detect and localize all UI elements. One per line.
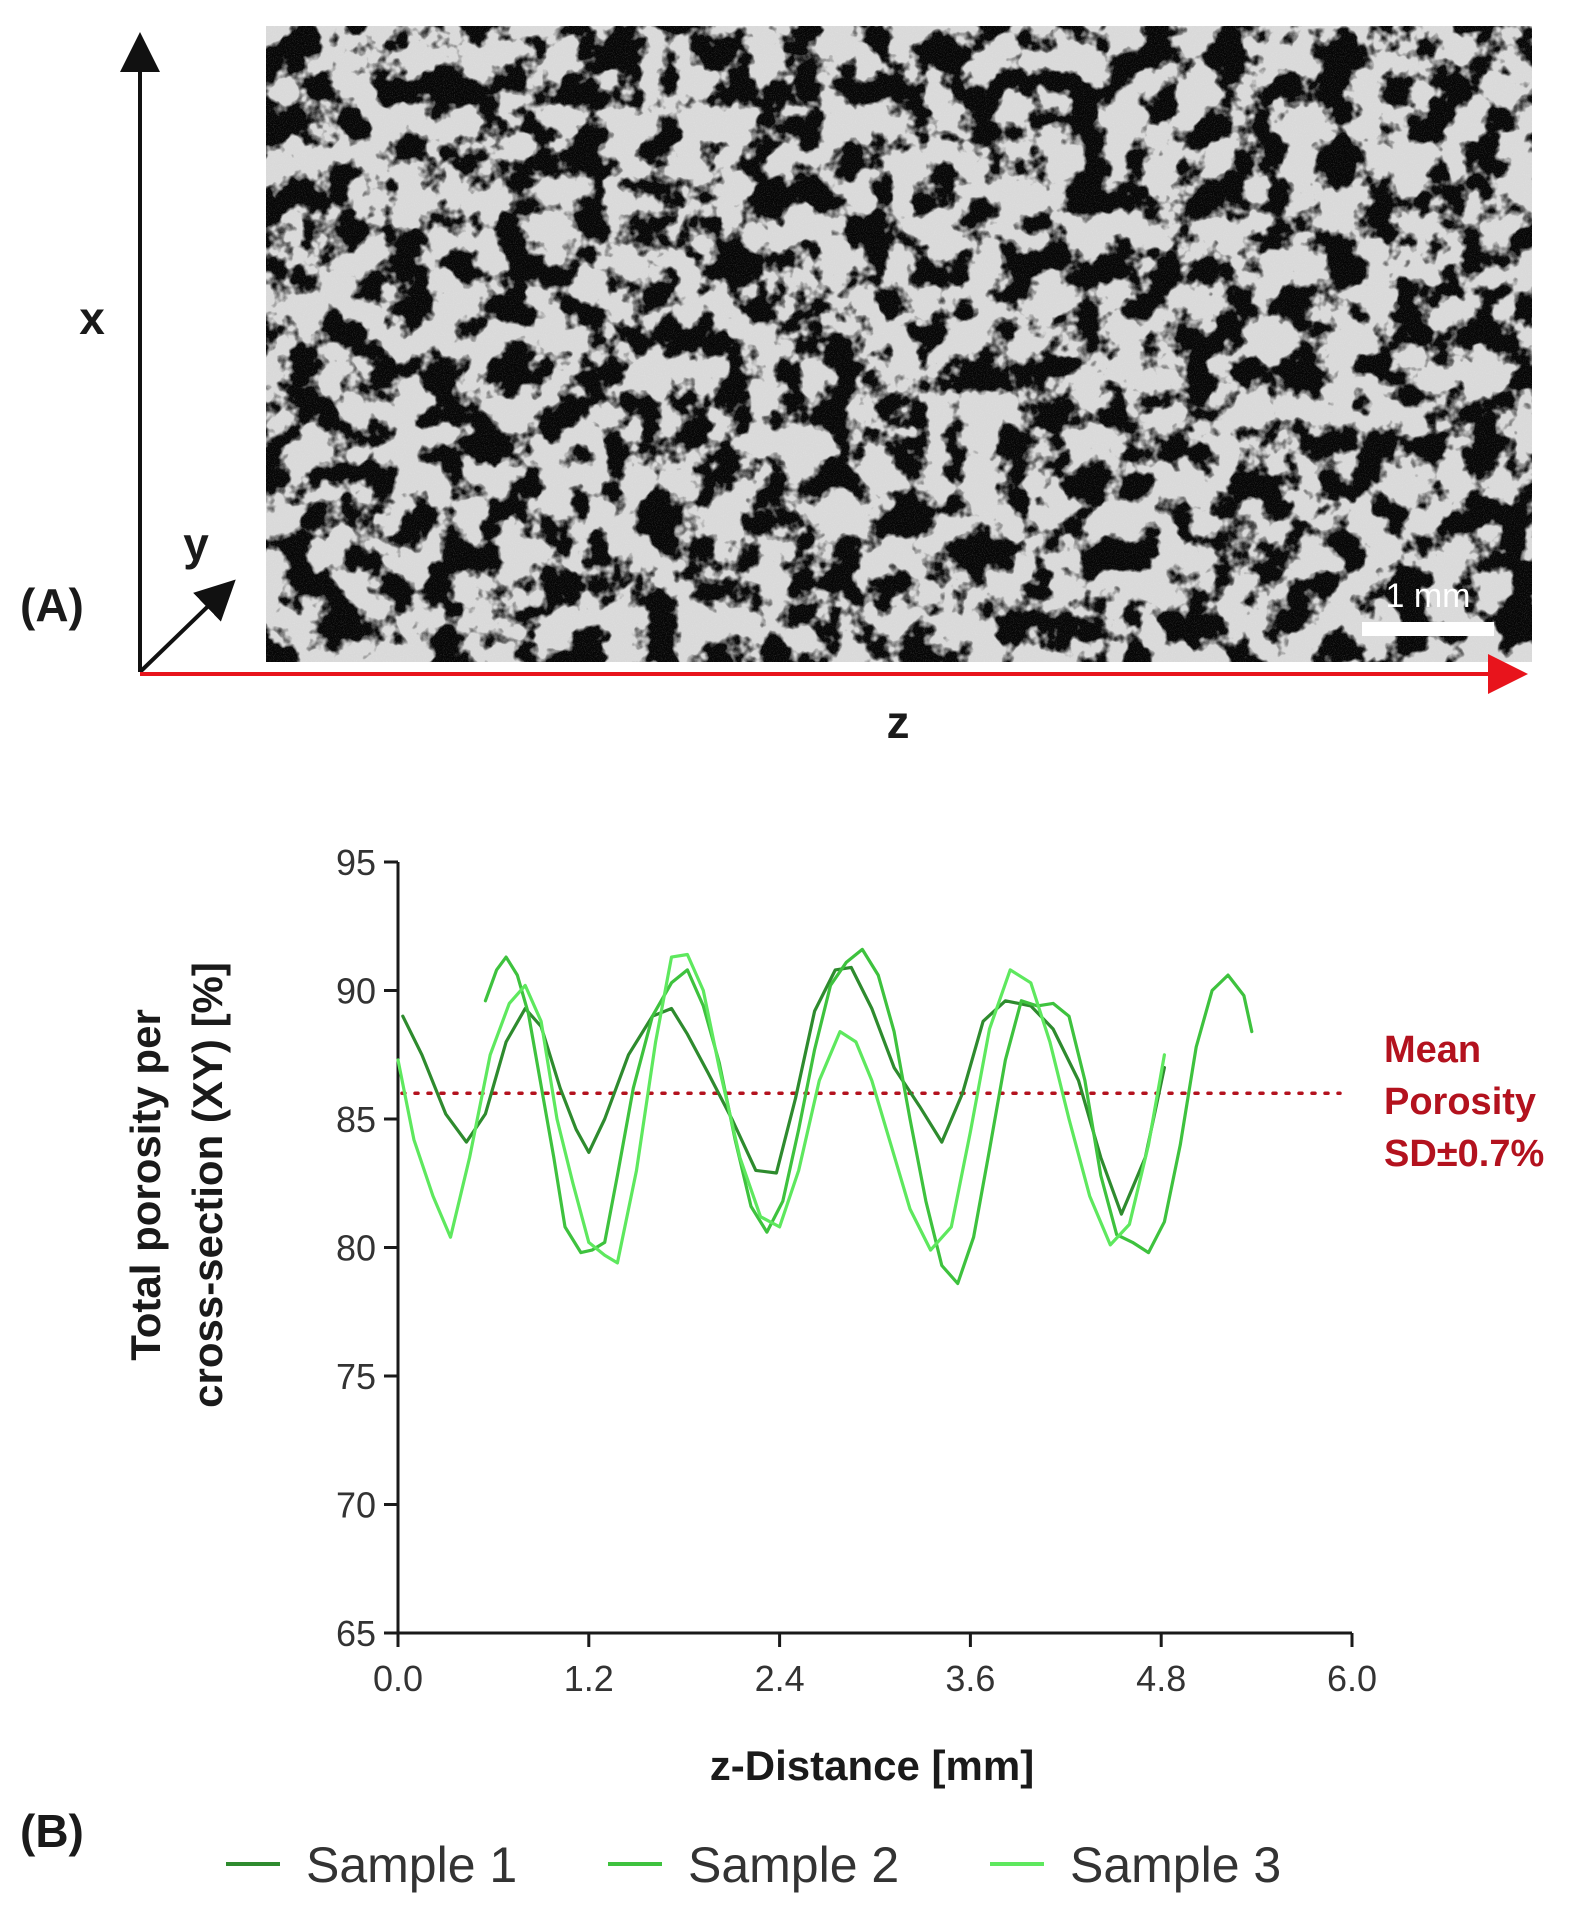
y-tick-label-65: 65 xyxy=(336,1613,376,1654)
panel-a: 1 mm x y z (A) xyxy=(20,26,1532,748)
x-tick-label-0.0: 0.0 xyxy=(373,1658,423,1699)
series-line-sample-3 xyxy=(396,952,1167,1265)
z-axis-letter: z xyxy=(887,696,910,748)
series-layer xyxy=(396,947,1254,1286)
micro-ct-grain xyxy=(266,26,1532,662)
legend-item-sample-3: Sample 3 xyxy=(990,1837,1281,1893)
x-tick-label-4.8: 4.8 xyxy=(1136,1658,1186,1699)
y-axis-title: Total porosity per cross-section (XY) [%… xyxy=(122,962,231,1408)
mean-label-line-1: Mean xyxy=(1384,1029,1481,1071)
mean-label-line-2: Porosity xyxy=(1384,1081,1536,1123)
legend-label-sample-2: Sample 2 xyxy=(688,1837,899,1893)
y-tick-label-85: 85 xyxy=(336,1099,376,1140)
legend: Sample 1 Sample 2 Sample 3 xyxy=(226,1837,1281,1893)
y-axis-ticks: 65 70 75 80 85 90 95 xyxy=(336,842,398,1654)
mean-label-line-3: SD±0.7% xyxy=(1384,1133,1544,1175)
legend-item-sample-2: Sample 2 xyxy=(608,1837,899,1893)
x-axis-letter: x xyxy=(79,292,105,344)
scale-bar xyxy=(1362,622,1494,636)
y-axis-title-line-2: cross-section (XY) [%] xyxy=(184,962,231,1408)
y-tick-label-70: 70 xyxy=(336,1485,376,1526)
scale-bar-label: 1 mm xyxy=(1386,577,1471,615)
x-tick-label-1.2: 1.2 xyxy=(564,1658,614,1699)
panel-b: (B) 65 70 75 80 85 90 95 0.0 1.2 2.4 3.6 4.8 6.0 z-… xyxy=(20,842,1544,1893)
legend-label-sample-3: Sample 3 xyxy=(1070,1837,1281,1893)
y-axis-letter: y xyxy=(183,518,209,570)
x-axis-ticks: 0.0 1.2 2.4 3.6 4.8 6.0 xyxy=(373,1633,1377,1699)
y-axis-arrow xyxy=(138,579,236,674)
panel-b-label: (B) xyxy=(20,1805,84,1857)
x-tick-label-3.6: 3.6 xyxy=(945,1658,995,1699)
y-axis-title-line-1: Total porosity per xyxy=(122,1009,169,1361)
legend-item-sample-1: Sample 1 xyxy=(226,1837,517,1893)
mean-porosity-label: Mean Porosity SD±0.7% xyxy=(1384,1029,1544,1175)
x-axis-title: z-Distance [mm] xyxy=(710,1742,1034,1789)
chart-plot: 65 70 75 80 85 90 95 0.0 1.2 2.4 3.6 4.8 6.0 xyxy=(336,842,1377,1699)
y-tick-label-75: 75 xyxy=(336,1356,376,1397)
x-tick-label-2.4: 2.4 xyxy=(755,1658,805,1699)
series-line-sample-2 xyxy=(483,947,1254,1286)
panel-a-label: (A) xyxy=(20,579,84,631)
x-tick-label-6.0: 6.0 xyxy=(1327,1658,1377,1699)
y-tick-label-95: 95 xyxy=(336,842,376,883)
legend-label-sample-1: Sample 1 xyxy=(306,1837,517,1893)
y-tick-label-90: 90 xyxy=(336,971,376,1012)
y-tick-label-80: 80 xyxy=(336,1228,376,1269)
